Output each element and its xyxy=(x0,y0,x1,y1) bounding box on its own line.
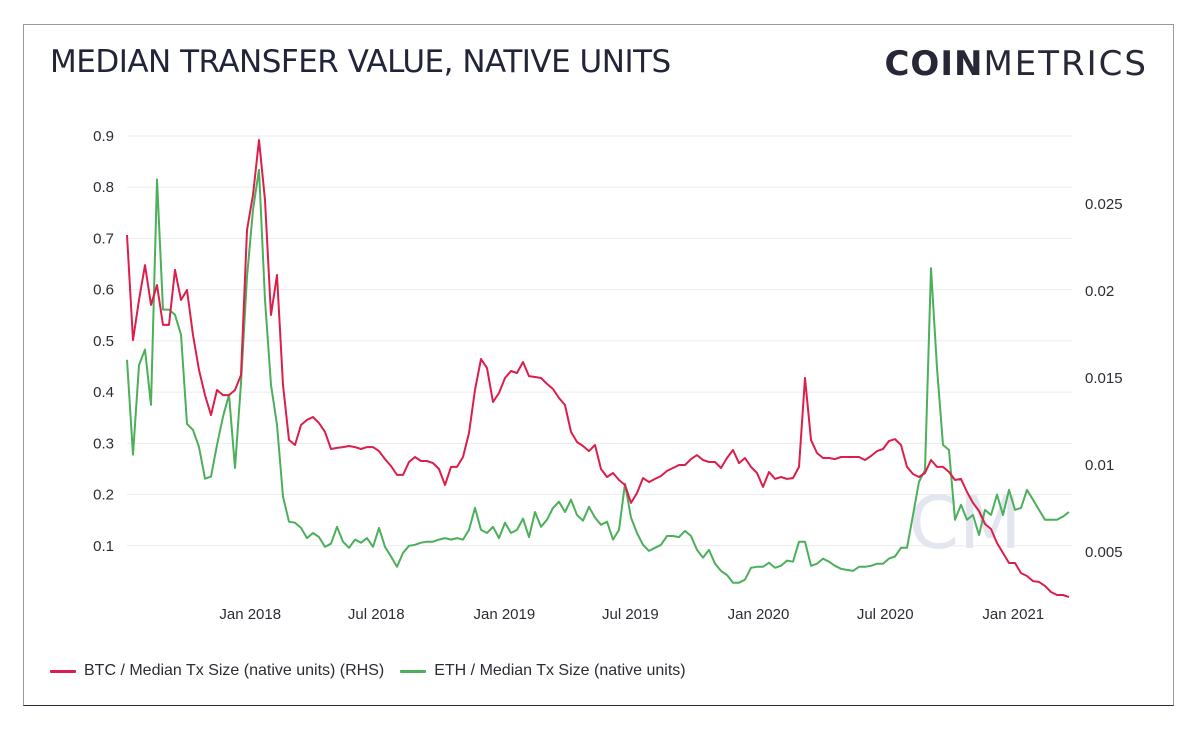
legend-swatch-btc xyxy=(50,669,76,673)
coinmetrics-logo: COINMETRICS xyxy=(884,44,1148,84)
legend-label-eth: ETH / Median Tx Size (native units) xyxy=(434,662,686,679)
eth-series-line xyxy=(126,168,1070,584)
btc-series-line xyxy=(126,139,1070,599)
y-left-tick-label: 0.3 xyxy=(93,435,114,452)
cm-watermark: CM xyxy=(909,481,1021,565)
x-tick-label: Jan 2018 xyxy=(219,606,281,623)
chart-title: MEDIAN TRANSFER VALUE, NATIVE UNITS xyxy=(50,44,671,80)
y-right-tick-label: 0.005 xyxy=(1085,544,1123,561)
x-tick-label: Jul 2020 xyxy=(857,606,914,623)
legend-item-btc[interactable]: BTC / Median Tx Size (native units) (RHS… xyxy=(50,662,384,680)
chart-frame xyxy=(23,24,1174,706)
y-left-tick-label: 0.5 xyxy=(93,333,114,350)
x-axis: Jan 2018 Jul 2018 Jan 2019 Jul 2019 Jan 2020… xyxy=(219,606,1044,623)
legend: BTC / Median Tx Size (native units) (RHS… xyxy=(50,662,702,680)
y-left-tick-label: 0.2 xyxy=(93,487,114,504)
legend-label-btc: BTC / Median Tx Size (native units) (RHS… xyxy=(84,662,385,679)
y-axis-right: 0.005 0.01 0.015 0.02 0.025 xyxy=(1085,196,1123,561)
y-left-tick-label: 0.1 xyxy=(93,538,114,555)
logo-bold-text: COIN xyxy=(884,44,984,84)
series-lines xyxy=(126,139,1070,599)
y-right-tick-label: 0.015 xyxy=(1085,370,1123,387)
logo-light-text: METRICS xyxy=(983,44,1148,84)
y-left-tick-label: 0.8 xyxy=(93,179,114,196)
x-tick-label: Jul 2019 xyxy=(602,606,659,623)
y-left-tick-label: 0.7 xyxy=(93,230,114,247)
legend-swatch-eth xyxy=(400,669,427,673)
legend-item-eth[interactable]: ETH / Median Tx Size (native units) xyxy=(400,662,686,680)
x-tick-label: Jan 2019 xyxy=(473,606,535,623)
y-right-tick-label: 0.02 xyxy=(1085,283,1114,300)
y-axis-left: 0.1 0.2 0.3 0.4 0.5 0.6 0.7 0.8 0.9 xyxy=(93,128,114,555)
x-tick-label: Jan 2021 xyxy=(982,606,1044,623)
y-left-tick-label: 0.9 xyxy=(93,128,114,145)
y-left-tick-label: 0.6 xyxy=(93,282,114,299)
y-left-tick-label: 0.4 xyxy=(93,384,114,401)
y-right-tick-label: 0.01 xyxy=(1085,457,1114,474)
x-tick-label: Jan 2020 xyxy=(728,606,790,623)
y-right-tick-label: 0.025 xyxy=(1085,196,1123,213)
x-tick-label: Jul 2018 xyxy=(348,606,405,623)
